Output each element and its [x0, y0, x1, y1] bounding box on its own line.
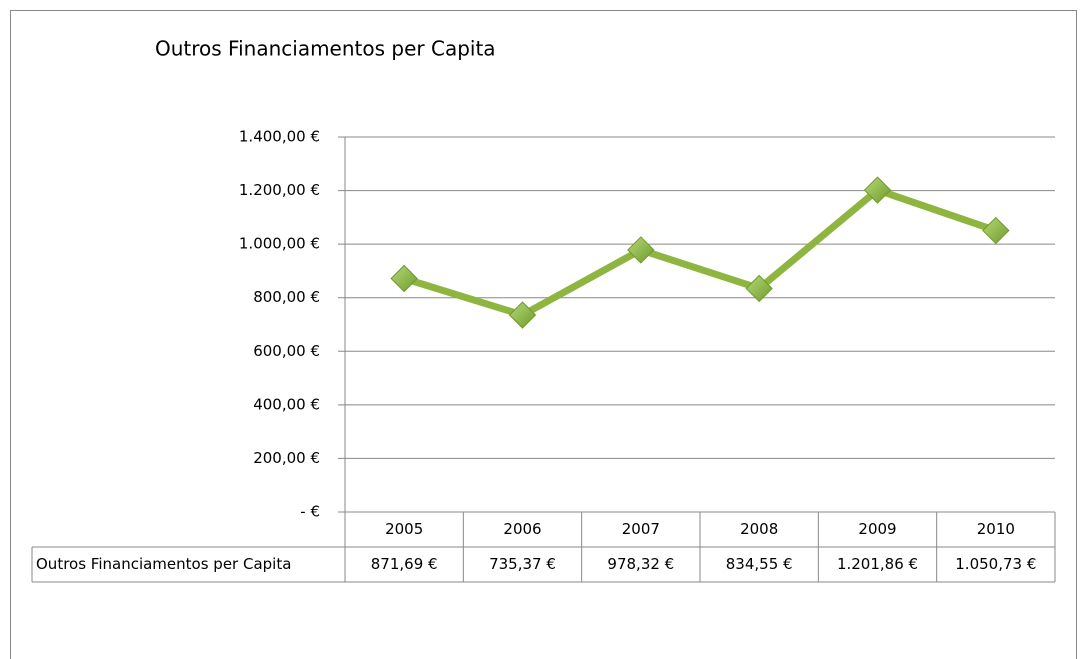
- x-tick-label: 2009: [858, 520, 896, 538]
- legend-label: Outros Financiamentos per Capita: [36, 555, 291, 573]
- value-label: 871,69 €: [371, 555, 438, 573]
- chart-border: [10, 10, 1077, 659]
- y-tick-label: 400,00 €: [253, 395, 320, 413]
- marker: [982, 216, 1010, 245]
- marker: [508, 301, 537, 329]
- y-tick-label: 200,00 €: [253, 449, 320, 467]
- value-label: 1.050,73 €: [955, 555, 1036, 573]
- marker: [390, 264, 418, 293]
- value-label: 1.201,86 €: [837, 555, 918, 573]
- marker: [863, 176, 892, 204]
- value-label: 978,32 €: [607, 555, 674, 573]
- x-tick-label: 2006: [503, 520, 541, 538]
- y-tick-label: 800,00 €: [253, 288, 320, 306]
- marker: [745, 274, 773, 303]
- x-tick-label: 2007: [622, 520, 660, 538]
- value-label: 735,37 €: [489, 555, 556, 573]
- x-tick-label: 2008: [740, 520, 778, 538]
- x-tick-label: 2010: [977, 520, 1015, 538]
- y-tick-label: - €: [300, 503, 320, 521]
- y-tick-label: 1.000,00 €: [239, 235, 320, 253]
- value-label: 834,55 €: [726, 555, 793, 573]
- y-tick-label: 1.200,00 €: [239, 181, 320, 199]
- x-tick-label: 2005: [385, 520, 423, 538]
- y-tick-label: 1.400,00 €: [239, 128, 320, 146]
- marker: [627, 236, 655, 264]
- chart-title: Outros Financiamentos per Capita: [155, 37, 496, 61]
- series-line: [403, 186, 997, 319]
- y-tick-label: 600,00 €: [253, 342, 320, 360]
